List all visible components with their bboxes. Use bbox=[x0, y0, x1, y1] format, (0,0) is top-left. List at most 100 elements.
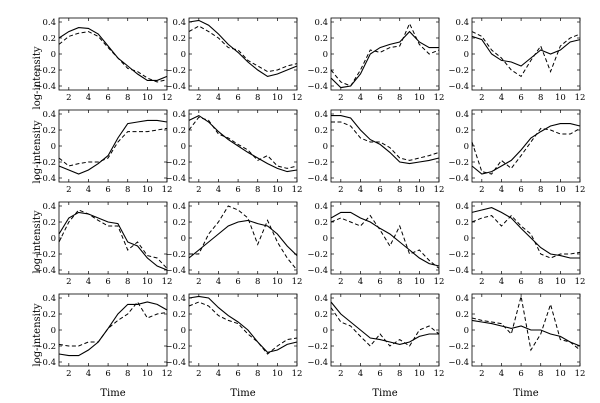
panel-frame bbox=[188, 109, 298, 183]
y-tick-label: 0.2 bbox=[314, 34, 328, 44]
x-tick-label: 2 bbox=[479, 185, 484, 195]
series-line-dashed bbox=[471, 214, 581, 259]
x-tick-label: 12 bbox=[292, 185, 303, 195]
y-tick-label: 0.4 bbox=[172, 294, 186, 304]
x-tick-label: 12 bbox=[162, 277, 173, 287]
panel-frame bbox=[471, 109, 581, 183]
series-line-solid bbox=[471, 35, 581, 67]
y-tick-label: −0.4 bbox=[448, 174, 469, 184]
x-tick-label: 10 bbox=[555, 93, 566, 103]
x-tick-label: 4 bbox=[86, 277, 91, 287]
panel-15: −0.4 −0.2 0 0.2 0.4 2 4 6 8 10 12 bbox=[307, 293, 445, 379]
x-tick-label: 12 bbox=[575, 369, 586, 379]
x-tick-label: 12 bbox=[575, 277, 586, 287]
y-tick-label: 0 bbox=[181, 50, 186, 60]
x-axis-title: Time bbox=[100, 388, 125, 399]
y-tick-label: 0 bbox=[464, 326, 469, 336]
panel-frame bbox=[330, 109, 440, 183]
x-tick-label: 6 bbox=[518, 185, 523, 195]
x-tick-label: 12 bbox=[292, 93, 303, 103]
panel-frame bbox=[471, 17, 581, 91]
x-tick-label: 6 bbox=[518, 93, 523, 103]
y-tick-label: 0 bbox=[464, 142, 469, 152]
x-tick-label: 6 bbox=[105, 369, 110, 379]
y-tick-label: 0.4 bbox=[314, 202, 328, 212]
x-tick-label: 2 bbox=[196, 369, 201, 379]
panel-11: −0.4 −0.2 0 0.2 0.4 2 4 6 8 10 12 bbox=[307, 201, 445, 287]
y-tick-label: 0 bbox=[181, 326, 186, 336]
panel-frame bbox=[471, 201, 581, 275]
x-tick-label: 4 bbox=[499, 185, 504, 195]
x-tick-label: 2 bbox=[338, 185, 343, 195]
x-tick-label: 10 bbox=[272, 277, 283, 287]
x-tick-label: 12 bbox=[434, 277, 445, 287]
y-tick-label: −0.2 bbox=[35, 66, 56, 76]
y-tick-label: 0.4 bbox=[455, 18, 469, 28]
y-tick-label: −0.2 bbox=[307, 250, 328, 260]
panel-frame bbox=[58, 201, 168, 275]
y-tick-label: −0.4 bbox=[35, 358, 56, 368]
y-tick-label: 0.4 bbox=[455, 294, 469, 304]
x-tick-label: 12 bbox=[162, 369, 173, 379]
y-tick-label: 0 bbox=[464, 234, 469, 244]
x-tick-label: 12 bbox=[434, 369, 445, 379]
series-line-dashed bbox=[471, 127, 581, 175]
x-tick-label: 12 bbox=[162, 93, 173, 103]
y-tick-label: 0.4 bbox=[455, 110, 469, 120]
series-line-dashed bbox=[330, 22, 440, 87]
y-tick-label: 0 bbox=[323, 142, 328, 152]
y-tick-label: 0.2 bbox=[314, 126, 328, 136]
x-tick-label: 10 bbox=[272, 185, 283, 195]
x-tick-label: 8 bbox=[255, 369, 260, 379]
y-tick-label: 0.2 bbox=[455, 310, 469, 320]
x-tick-label: 6 bbox=[377, 277, 382, 287]
x-tick-label: 12 bbox=[434, 93, 445, 103]
x-tick-label: 10 bbox=[414, 93, 425, 103]
x-tick-label: 4 bbox=[358, 277, 363, 287]
y-tick-label: −0.2 bbox=[307, 66, 328, 76]
y-tick-label: −0.4 bbox=[448, 82, 469, 92]
x-tick-label: 4 bbox=[499, 93, 504, 103]
y-tick-label: 0 bbox=[323, 50, 328, 60]
x-tick-label: 2 bbox=[479, 277, 484, 287]
x-axis-title: Time bbox=[513, 388, 538, 399]
x-tick-label: 6 bbox=[235, 185, 240, 195]
series-line-solid bbox=[331, 115, 440, 165]
y-tick-label: 0 bbox=[464, 50, 469, 60]
x-tick-label: 12 bbox=[292, 277, 303, 287]
x-tick-label: 4 bbox=[358, 185, 363, 195]
y-axis-title: log-intensity bbox=[32, 303, 43, 366]
x-tick-label: 6 bbox=[377, 93, 382, 103]
x-tick-label: 2 bbox=[479, 93, 484, 103]
x-tick-label: 12 bbox=[434, 185, 445, 195]
panel-2: −0.4 −0.2 0 0.2 0.4 2 4 6 8 10 12 bbox=[165, 17, 303, 103]
y-axis-title: log-intensity bbox=[32, 46, 43, 109]
y-axis-title: log-intensity bbox=[32, 210, 43, 273]
x-tick-label: 10 bbox=[414, 369, 425, 379]
series-line-dashed bbox=[471, 31, 581, 78]
x-tick-label: 8 bbox=[397, 93, 402, 103]
x-tick-label: 2 bbox=[338, 369, 343, 379]
series-line-solid bbox=[58, 211, 168, 271]
panel-3: −0.4 −0.2 0 0.2 0.4 2 4 6 8 10 12 bbox=[307, 17, 445, 103]
x-tick-label: 10 bbox=[555, 277, 566, 287]
y-tick-label: −0.4 bbox=[307, 174, 328, 184]
x-tick-label: 2 bbox=[66, 369, 71, 379]
y-axis-title: log-intensity bbox=[32, 120, 43, 183]
x-tick-label: 10 bbox=[414, 185, 425, 195]
y-tick-label: 0.2 bbox=[172, 218, 186, 228]
x-axis-title: Time bbox=[372, 388, 397, 399]
x-tick-label: 2 bbox=[66, 185, 71, 195]
series-line-solid bbox=[330, 211, 440, 267]
panel-6: −0.4 −0.2 0 0.2 0.4 2 4 6 8 10 12 bbox=[165, 109, 303, 195]
x-tick-label: 10 bbox=[142, 369, 153, 379]
y-tick-label: 0.2 bbox=[455, 34, 469, 44]
series-line-solid bbox=[330, 30, 439, 89]
x-tick-label: 10 bbox=[555, 369, 566, 379]
y-tick-label: −0.2 bbox=[35, 158, 56, 168]
panel-frame bbox=[188, 17, 298, 91]
series-line-solid bbox=[58, 119, 168, 175]
x-tick-label: 4 bbox=[358, 369, 363, 379]
x-tick-label: 12 bbox=[575, 93, 586, 103]
x-tick-label: 4 bbox=[86, 185, 91, 195]
